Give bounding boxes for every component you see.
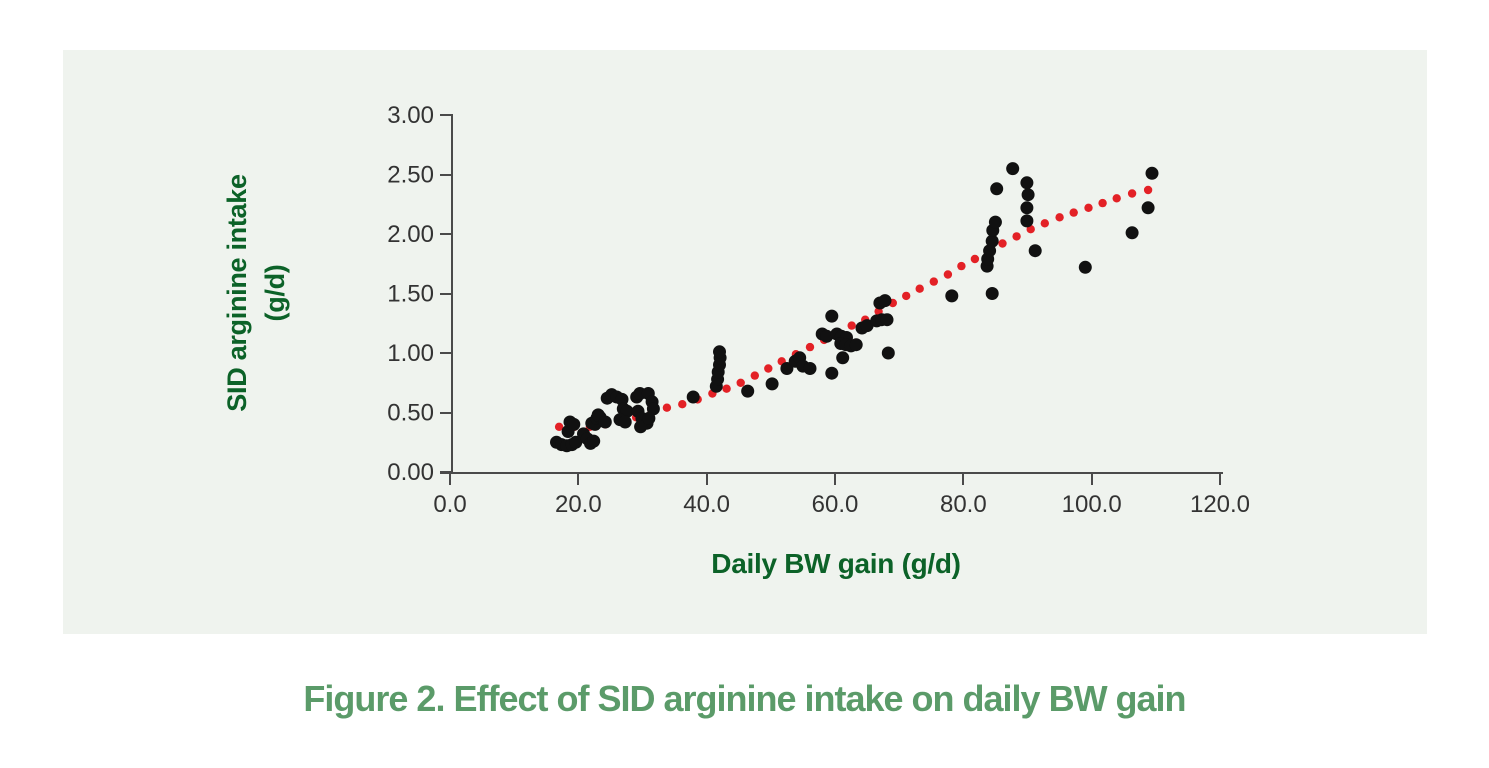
scatter-point bbox=[881, 346, 895, 360]
x-tick-label: 120.0 bbox=[1190, 491, 1250, 518]
trend-dot bbox=[1112, 194, 1121, 203]
scatter-point bbox=[765, 377, 779, 391]
tick-labels: 0.00 0.50 1.00 1.50 2.00 2.50 3.00 0.0 20.0 40.0 6… bbox=[387, 102, 1250, 518]
scatter-point bbox=[642, 411, 656, 425]
trend-dot bbox=[847, 321, 856, 330]
scatter-point bbox=[880, 313, 894, 327]
scatter-point bbox=[1125, 226, 1139, 240]
scatter-point bbox=[945, 289, 959, 303]
scatter-point bbox=[1028, 244, 1042, 258]
trend-dot bbox=[736, 378, 745, 387]
scatter-point bbox=[686, 390, 700, 404]
data-points bbox=[550, 162, 1159, 453]
scatter-point bbox=[598, 415, 612, 429]
axis-spines-and-ticks bbox=[440, 114, 1223, 485]
scatter-point bbox=[741, 384, 755, 398]
trend-dot bbox=[1040, 219, 1050, 228]
scatter-point bbox=[825, 366, 839, 380]
trend-dot bbox=[1143, 185, 1153, 195]
trend-dot bbox=[1098, 198, 1107, 208]
y-axis-title-line2: (g/d) bbox=[260, 264, 290, 322]
scatter-point bbox=[615, 392, 629, 406]
chart-panel bbox=[63, 50, 1427, 634]
scatter-point bbox=[1078, 260, 1092, 274]
y-tick-label: 0.00 bbox=[387, 459, 434, 486]
scatter-point bbox=[860, 319, 874, 333]
trend-dot bbox=[1012, 232, 1021, 241]
trend-dot bbox=[805, 342, 815, 352]
trend-dot bbox=[957, 261, 966, 271]
x-tick-label: 100.0 bbox=[1062, 491, 1122, 518]
y-tick-label: 3.00 bbox=[387, 102, 434, 129]
scatter-point bbox=[985, 287, 999, 300]
trend-dot bbox=[970, 254, 980, 264]
scatter-point bbox=[988, 215, 1002, 229]
scatter-point bbox=[567, 417, 581, 431]
trend-dot bbox=[1084, 203, 1093, 212]
y-tick-label: 1.00 bbox=[387, 340, 434, 367]
scatter-point bbox=[990, 182, 1004, 196]
scatter-point bbox=[618, 415, 632, 429]
scatter-point bbox=[1145, 166, 1159, 180]
y-axis-title-line1: SID arginine intake bbox=[222, 174, 252, 412]
scatter-point bbox=[587, 434, 601, 448]
figure-caption: Figure 2. Effect of SID arginine intake … bbox=[303, 678, 1186, 719]
x-tick-label: 60.0 bbox=[812, 491, 859, 518]
y-tick-label: 0.50 bbox=[387, 400, 434, 427]
x-tick-label: 0.0 bbox=[433, 491, 466, 518]
trend-dot bbox=[678, 400, 687, 409]
axes bbox=[440, 114, 1223, 485]
scatter-point bbox=[713, 345, 726, 359]
scatter-point bbox=[1141, 201, 1155, 215]
scatter-point bbox=[985, 234, 999, 248]
scatter-point bbox=[634, 420, 648, 434]
y-tick-label: 2.50 bbox=[387, 162, 434, 189]
scatter-point bbox=[1020, 176, 1034, 190]
scatter-point bbox=[836, 351, 850, 365]
trend-dot bbox=[750, 371, 759, 380]
x-tick-label: 40.0 bbox=[683, 491, 730, 518]
trend-dot bbox=[764, 364, 773, 373]
y-tick-label: 2.00 bbox=[387, 221, 434, 248]
trend-dot bbox=[1069, 208, 1078, 217]
scatter-point bbox=[825, 309, 839, 323]
trend-dot bbox=[998, 239, 1007, 248]
scatter-point bbox=[878, 294, 892, 308]
scatter-point bbox=[569, 435, 583, 449]
trend-dot bbox=[554, 422, 564, 431]
scatter-point bbox=[1006, 162, 1020, 176]
y-axis-title: SID arginine intake (g/d) bbox=[218, 93, 298, 493]
trend-dot bbox=[1127, 189, 1137, 198]
trend-dot bbox=[915, 284, 924, 293]
scatter-point bbox=[1020, 201, 1034, 215]
scatter-point bbox=[1020, 214, 1034, 228]
trend-dot bbox=[902, 291, 911, 301]
x-tick-label: 80.0 bbox=[940, 491, 987, 518]
trend-dot bbox=[662, 403, 672, 412]
trend-dot bbox=[722, 384, 731, 393]
trend-dot bbox=[929, 277, 938, 286]
x-tick-label: 20.0 bbox=[555, 491, 602, 518]
trend-dot bbox=[1055, 213, 1064, 222]
y-tick-label: 1.50 bbox=[387, 281, 434, 308]
trend-dot bbox=[943, 270, 953, 279]
scatter-point bbox=[849, 338, 863, 352]
scatter-point bbox=[1021, 188, 1035, 202]
scatter-point bbox=[820, 329, 834, 343]
x-axis-title: Daily BW gain (g/d) bbox=[711, 548, 961, 579]
scatter-point bbox=[803, 362, 817, 375]
